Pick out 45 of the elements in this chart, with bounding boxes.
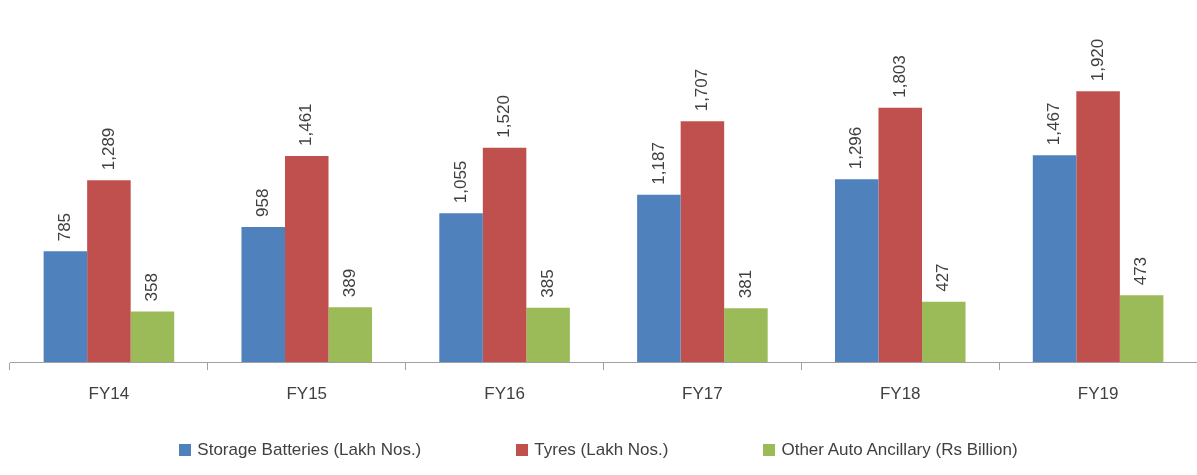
data-label: 1,707 <box>692 68 712 112</box>
data-label: 1,187 <box>648 142 668 185</box>
bar <box>680 121 725 362</box>
bar <box>1119 295 1164 362</box>
bar <box>834 179 879 362</box>
bar <box>526 307 570 362</box>
data-label: 427 <box>933 263 953 292</box>
bar <box>439 213 483 362</box>
x-tick-label: FY16 <box>484 383 525 403</box>
data-label: 1,461 <box>296 103 316 146</box>
data-label: 1,920 <box>1087 38 1107 82</box>
data-label: 1,296 <box>846 126 866 170</box>
bar <box>482 147 527 362</box>
data-label: 1,803 <box>889 55 909 98</box>
data-label: 1,055 <box>450 160 470 204</box>
bar <box>878 107 923 362</box>
bar <box>1032 155 1077 362</box>
bar <box>284 156 329 362</box>
bar <box>328 307 373 362</box>
bar <box>130 311 175 362</box>
data-label: 381 <box>735 269 755 299</box>
bar <box>724 308 768 362</box>
data-label: 358 <box>142 273 162 302</box>
data-label: 473 <box>1131 256 1151 286</box>
bar <box>43 251 88 362</box>
data-label: 958 <box>252 188 272 217</box>
bar <box>1076 91 1120 362</box>
bar <box>87 180 131 362</box>
legend-label: Storage Batteries (Lakh Nos.) <box>197 440 422 460</box>
x-tick-label: FY18 <box>879 383 921 403</box>
x-tick-label: FY17 <box>682 383 723 403</box>
x-tick-label: FY14 <box>88 383 130 403</box>
bar <box>637 194 681 362</box>
legend-label: Tyres (Lakh Nos.) <box>534 440 669 460</box>
legend-label: Other Auto Ancillary (Rs Billion) <box>781 440 1018 460</box>
data-label: 1,467 <box>1044 102 1064 146</box>
x-tick-label: FY19 <box>1077 383 1119 403</box>
x-tick-label: FY15 <box>286 383 328 403</box>
data-label: 389 <box>339 268 359 298</box>
data-label: 785 <box>55 212 75 242</box>
bar <box>922 301 966 362</box>
data-label: 1,289 <box>98 127 118 171</box>
data-label: 1,520 <box>494 95 514 138</box>
data-label: 385 <box>537 269 557 298</box>
bar <box>241 226 285 362</box>
